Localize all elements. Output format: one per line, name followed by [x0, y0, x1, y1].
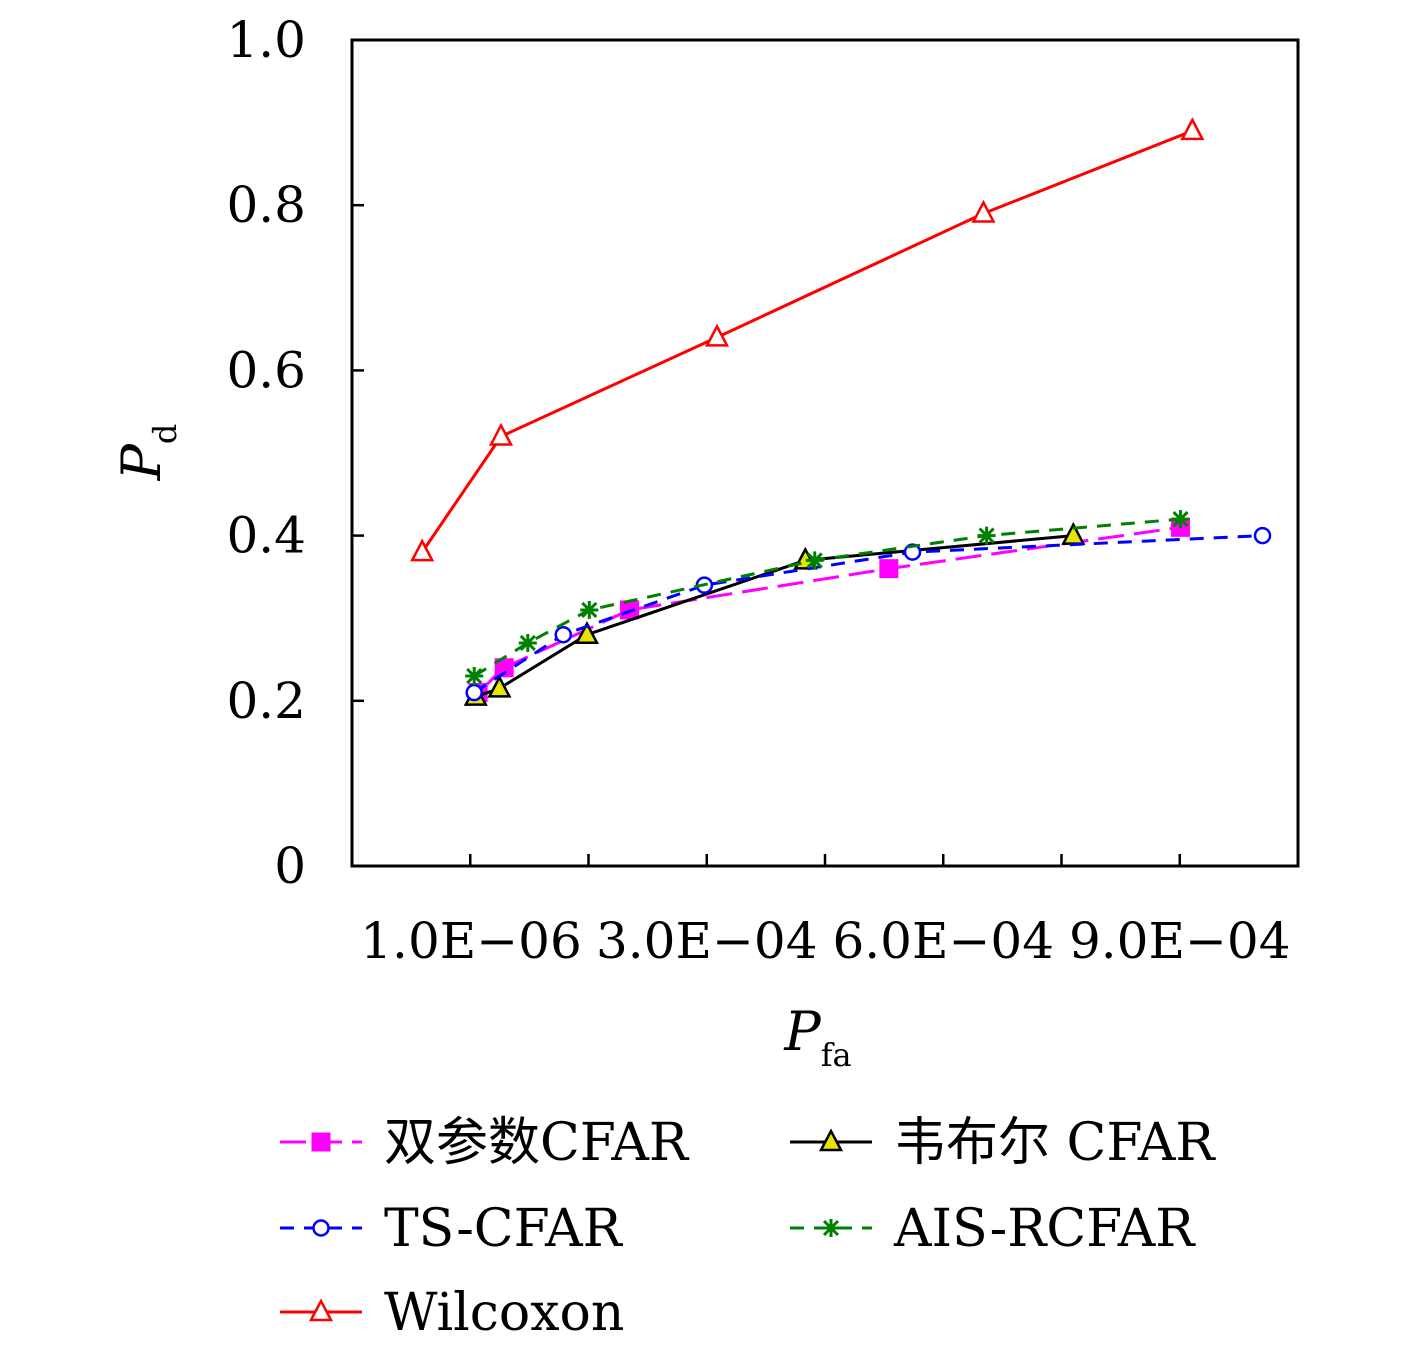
data-point [488, 422, 514, 446]
x-axis-title-main: P [783, 1000, 822, 1063]
legend-label: TS-CFAR [384, 1199, 624, 1259]
series-line [473, 534, 1263, 694]
y-axis-title: Pd [110, 424, 184, 482]
y-tick-label: 0.8 [226, 176, 306, 234]
axes: 1.0E−06 3.0E−04 6.0E−04 9.0E−04 0 0.2 0.4 0.6 0.… [226, 11, 1300, 970]
x-axis-title-sub: fa [821, 1036, 852, 1074]
y-tick-label: 0.6 [226, 341, 306, 399]
series-双参数CFAR [468, 517, 1191, 703]
data-point [1171, 510, 1190, 529]
data-point [903, 543, 922, 561]
plot-area [350, 38, 1300, 868]
y-tick-label: 0.2 [226, 672, 306, 730]
x-axis-title: Pfa [783, 1000, 851, 1074]
y-axis-title-sub: d [146, 424, 184, 444]
y-tick-label: 0 [274, 837, 306, 895]
data-point [1253, 526, 1272, 545]
series-line [475, 534, 1074, 699]
series-TS-CFAR [465, 526, 1272, 702]
series-line [473, 517, 1181, 678]
legend-label: AIS-RCFAR [893, 1199, 1196, 1259]
data-point [487, 674, 512, 698]
y-axis-title-main: P [110, 442, 173, 481]
data-point [879, 559, 899, 579]
legend-item: Wilcoxon [280, 1283, 624, 1343]
x-tick-label: 6.0E−04 [832, 912, 1054, 970]
legend-item: 韦布尔 CFAR [790, 1113, 1216, 1173]
data-point [518, 633, 537, 652]
data-point [554, 625, 573, 644]
legend-marker [312, 1219, 330, 1237]
legend-item: 双参数CFAR [280, 1113, 690, 1173]
legend-label: 双参数CFAR [384, 1113, 690, 1173]
plot-frame [350, 38, 1300, 868]
legend-marker [308, 1298, 334, 1322]
data-point [574, 621, 599, 644]
series-line [420, 129, 1193, 553]
x-tick-label: 3.0E−04 [596, 912, 818, 970]
series-layer [410, 117, 1272, 706]
x-tick-label: 9.0E−04 [1069, 912, 1291, 970]
data-point [465, 683, 483, 702]
data-point [580, 600, 599, 619]
legend-marker [818, 1128, 844, 1152]
legend-label: 韦布尔 CFAR [894, 1113, 1216, 1173]
legend-label: Wilcoxon [384, 1283, 624, 1343]
data-point [704, 323, 730, 347]
data-point [465, 667, 484, 686]
series-韦布尔 CFAR [463, 521, 1086, 706]
data-point [977, 526, 996, 545]
data-point [805, 551, 824, 570]
legend-marker [822, 1219, 840, 1237]
series-AIS-RCFAR [465, 510, 1190, 686]
legend: 双参数CFAR 韦布尔 CFAR TS-CFAR AIS-RCFAR Wilcoxon [280, 1113, 1216, 1343]
series-Wilcoxon [410, 117, 1205, 562]
data-point [410, 538, 435, 562]
legend-item: TS-CFAR [280, 1199, 624, 1259]
y-tick-label: 0.4 [226, 507, 306, 565]
data-point [1180, 117, 1205, 141]
y-tick-label: 1.0 [226, 11, 306, 69]
legend-item: AIS-RCFAR [790, 1199, 1196, 1259]
x-tick-label: 1.0E−06 [360, 912, 582, 970]
legend-marker [311, 1132, 331, 1152]
data-point [971, 199, 996, 223]
